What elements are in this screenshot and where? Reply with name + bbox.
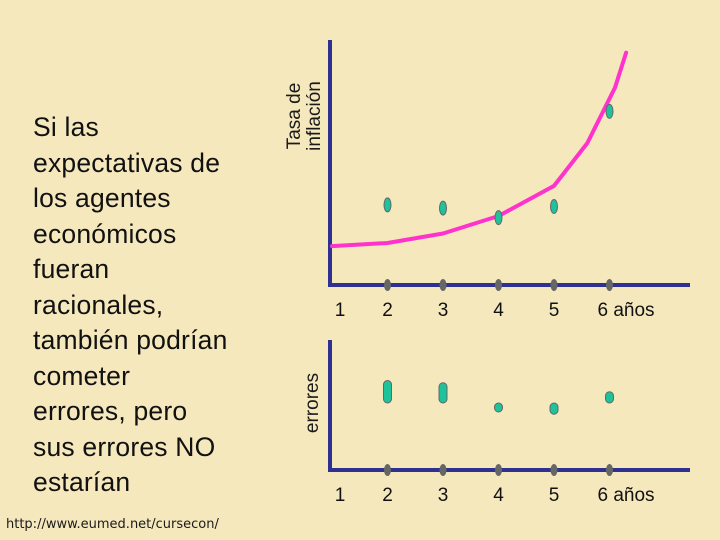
- data-point-0-2: [494, 210, 503, 226]
- x-tick-label-0-4: 5: [549, 300, 560, 321]
- x-tick-label-1-3: 4: [493, 485, 504, 506]
- x-tick-label-1-4: 5: [549, 485, 560, 506]
- body-text: Si las expectativas de los agentes econó…: [33, 112, 228, 497]
- x-tick-label-0-5: 6 años: [598, 300, 655, 321]
- error-bar-1-4: [605, 391, 614, 404]
- x-tick-0-2: [439, 279, 447, 291]
- data-point-0-4: [605, 103, 614, 119]
- footer-url[interactable]: http://www.eumed.net/cursecon/: [6, 517, 219, 532]
- x-tick-0-1: [384, 279, 391, 291]
- x-tick-label-1-0: 1: [335, 485, 346, 506]
- x-tick-0-3: [495, 279, 502, 291]
- x-tick-1-3: [495, 464, 502, 476]
- x-tick-0-5: [606, 279, 613, 291]
- x-tick-label-0-3: 4: [493, 300, 504, 321]
- data-point-0-3: [550, 199, 558, 214]
- errors-chart: 1 2 3 4 5 6 años: [328, 340, 690, 506]
- data-point-0-0: [383, 197, 392, 213]
- x-tick-label-0-1: 2: [382, 300, 393, 321]
- error-bar-1-0: [383, 380, 392, 404]
- x-tick-1-4: [550, 464, 558, 476]
- inflation-curve: [330, 50, 629, 249]
- x-tick-label-1-1: 2: [382, 485, 393, 506]
- x-tick-1-5: [606, 464, 613, 476]
- inflation-chart: 1 2 3 4 5 6 años: [328, 40, 690, 321]
- x-tick-1-1: [384, 464, 391, 476]
- error-bar-1-2: [494, 402, 503, 413]
- x-tick-label-1-2: 3: [438, 485, 449, 506]
- x-tick-label-1-5: 6 años: [598, 485, 655, 506]
- error-bar-1-1: [438, 382, 448, 404]
- data-point-0-1: [439, 200, 447, 216]
- error-bar-1-3: [549, 402, 559, 415]
- x-tick-label-0-2: 3: [438, 300, 449, 321]
- x-tick-0-4: [550, 279, 558, 291]
- x-tick-1-2: [439, 464, 447, 476]
- x-tick-label-0-0: 1: [335, 300, 346, 321]
